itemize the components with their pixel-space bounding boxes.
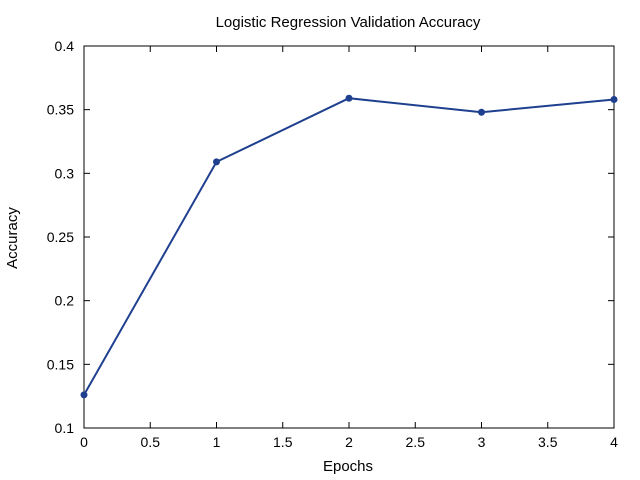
- data-point: [80, 391, 88, 399]
- series-group: [80, 94, 618, 399]
- x-tick-label: 0.5: [141, 434, 161, 450]
- x-tick-label: 1: [213, 434, 221, 450]
- x-tick-label: 3: [478, 434, 486, 450]
- x-tick-label: 4: [610, 434, 618, 450]
- data-point: [610, 95, 618, 103]
- plot-area: [83, 45, 615, 429]
- y-tick-label: 0.15: [47, 356, 74, 372]
- chart-title: Logistic Regression Validation Accuracy: [216, 14, 481, 31]
- y-tick-label: 0.4: [55, 38, 75, 54]
- y-tick-label: 0.1: [55, 420, 75, 436]
- data-point: [345, 94, 353, 102]
- x-tick-label: 0: [80, 434, 88, 450]
- y-tick-label: 0.25: [47, 229, 74, 245]
- data-point: [213, 158, 220, 166]
- x-tick-label: 3.5: [538, 434, 558, 450]
- x-axis-label: Epochs: [323, 458, 373, 475]
- y-axis-label: Accuracy: [4, 207, 21, 269]
- y-tick-label: 0.2: [55, 293, 75, 309]
- y-tick-label: 0.35: [47, 102, 74, 118]
- y-axis-ticks: 0.1 0.15 0.2 0.25 0.3 0.35 0.4: [47, 38, 614, 436]
- y-tick-label: 0.3: [55, 165, 75, 181]
- series-line: [83, 97, 615, 396]
- data-point: [478, 108, 485, 116]
- x-axis-ticks: 0 0.5 1 1.5 2 2.5 3 3.5 4: [80, 46, 618, 450]
- x-tick-label: 2.5: [406, 434, 426, 450]
- x-tick-label: 1.5: [273, 434, 293, 450]
- x-tick-label: 2: [345, 434, 353, 450]
